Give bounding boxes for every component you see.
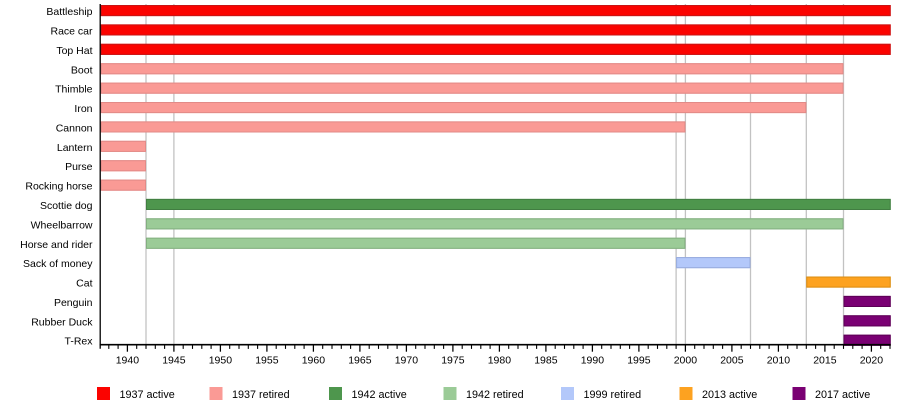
svg-text:1965: 1965 bbox=[348, 354, 372, 366]
svg-text:Lantern: Lantern bbox=[57, 142, 93, 154]
svg-text:Horse and rider: Horse and rider bbox=[20, 239, 93, 251]
svg-text:Wheelbarrow: Wheelbarrow bbox=[31, 219, 93, 231]
svg-text:1980: 1980 bbox=[488, 354, 512, 366]
svg-text:1960: 1960 bbox=[302, 354, 326, 366]
svg-text:Thimble: Thimble bbox=[55, 84, 93, 96]
svg-text:Race car: Race car bbox=[50, 26, 93, 38]
svg-text:Penguin: Penguin bbox=[54, 297, 93, 309]
svg-text:1995: 1995 bbox=[627, 354, 651, 366]
svg-text:Cat: Cat bbox=[76, 278, 92, 290]
svg-text:Iron: Iron bbox=[74, 103, 92, 115]
svg-text:1950: 1950 bbox=[209, 354, 233, 366]
svg-text:2005: 2005 bbox=[720, 354, 744, 366]
svg-text:1940: 1940 bbox=[116, 354, 140, 366]
svg-text:Sack of money: Sack of money bbox=[23, 258, 93, 270]
svg-text:Cannon: Cannon bbox=[56, 122, 93, 134]
svg-text:Purse: Purse bbox=[65, 161, 93, 173]
svg-text:Battleship: Battleship bbox=[46, 6, 92, 18]
svg-text:Boot: Boot bbox=[71, 64, 93, 76]
svg-text:2000: 2000 bbox=[674, 354, 698, 366]
svg-text:1942 active: 1942 active bbox=[352, 389, 407, 401]
svg-text:2017 active: 2017 active bbox=[815, 389, 870, 401]
svg-text:1942 retired: 1942 retired bbox=[466, 389, 524, 401]
svg-text:T-Rex: T-Rex bbox=[64, 336, 93, 348]
svg-text:2020: 2020 bbox=[860, 354, 884, 366]
svg-text:2015: 2015 bbox=[813, 354, 837, 366]
svg-text:1990: 1990 bbox=[581, 354, 605, 366]
svg-text:Rubber Duck: Rubber Duck bbox=[31, 316, 93, 328]
svg-text:2010: 2010 bbox=[767, 354, 791, 366]
svg-text:1955: 1955 bbox=[255, 354, 279, 366]
svg-text:Top Hat: Top Hat bbox=[56, 45, 92, 57]
svg-text:1985: 1985 bbox=[534, 354, 558, 366]
svg-text:1999 retired: 1999 retired bbox=[584, 389, 642, 401]
svg-text:2013 active: 2013 active bbox=[702, 389, 757, 401]
svg-text:Scottie dog: Scottie dog bbox=[40, 200, 93, 212]
svg-text:1937 retired: 1937 retired bbox=[232, 389, 290, 401]
svg-text:1970: 1970 bbox=[395, 354, 419, 366]
svg-text:1975: 1975 bbox=[441, 354, 465, 366]
svg-text:Rocking horse: Rocking horse bbox=[25, 181, 92, 193]
svg-text:1937 active: 1937 active bbox=[120, 389, 175, 401]
svg-text:1945: 1945 bbox=[162, 354, 186, 366]
